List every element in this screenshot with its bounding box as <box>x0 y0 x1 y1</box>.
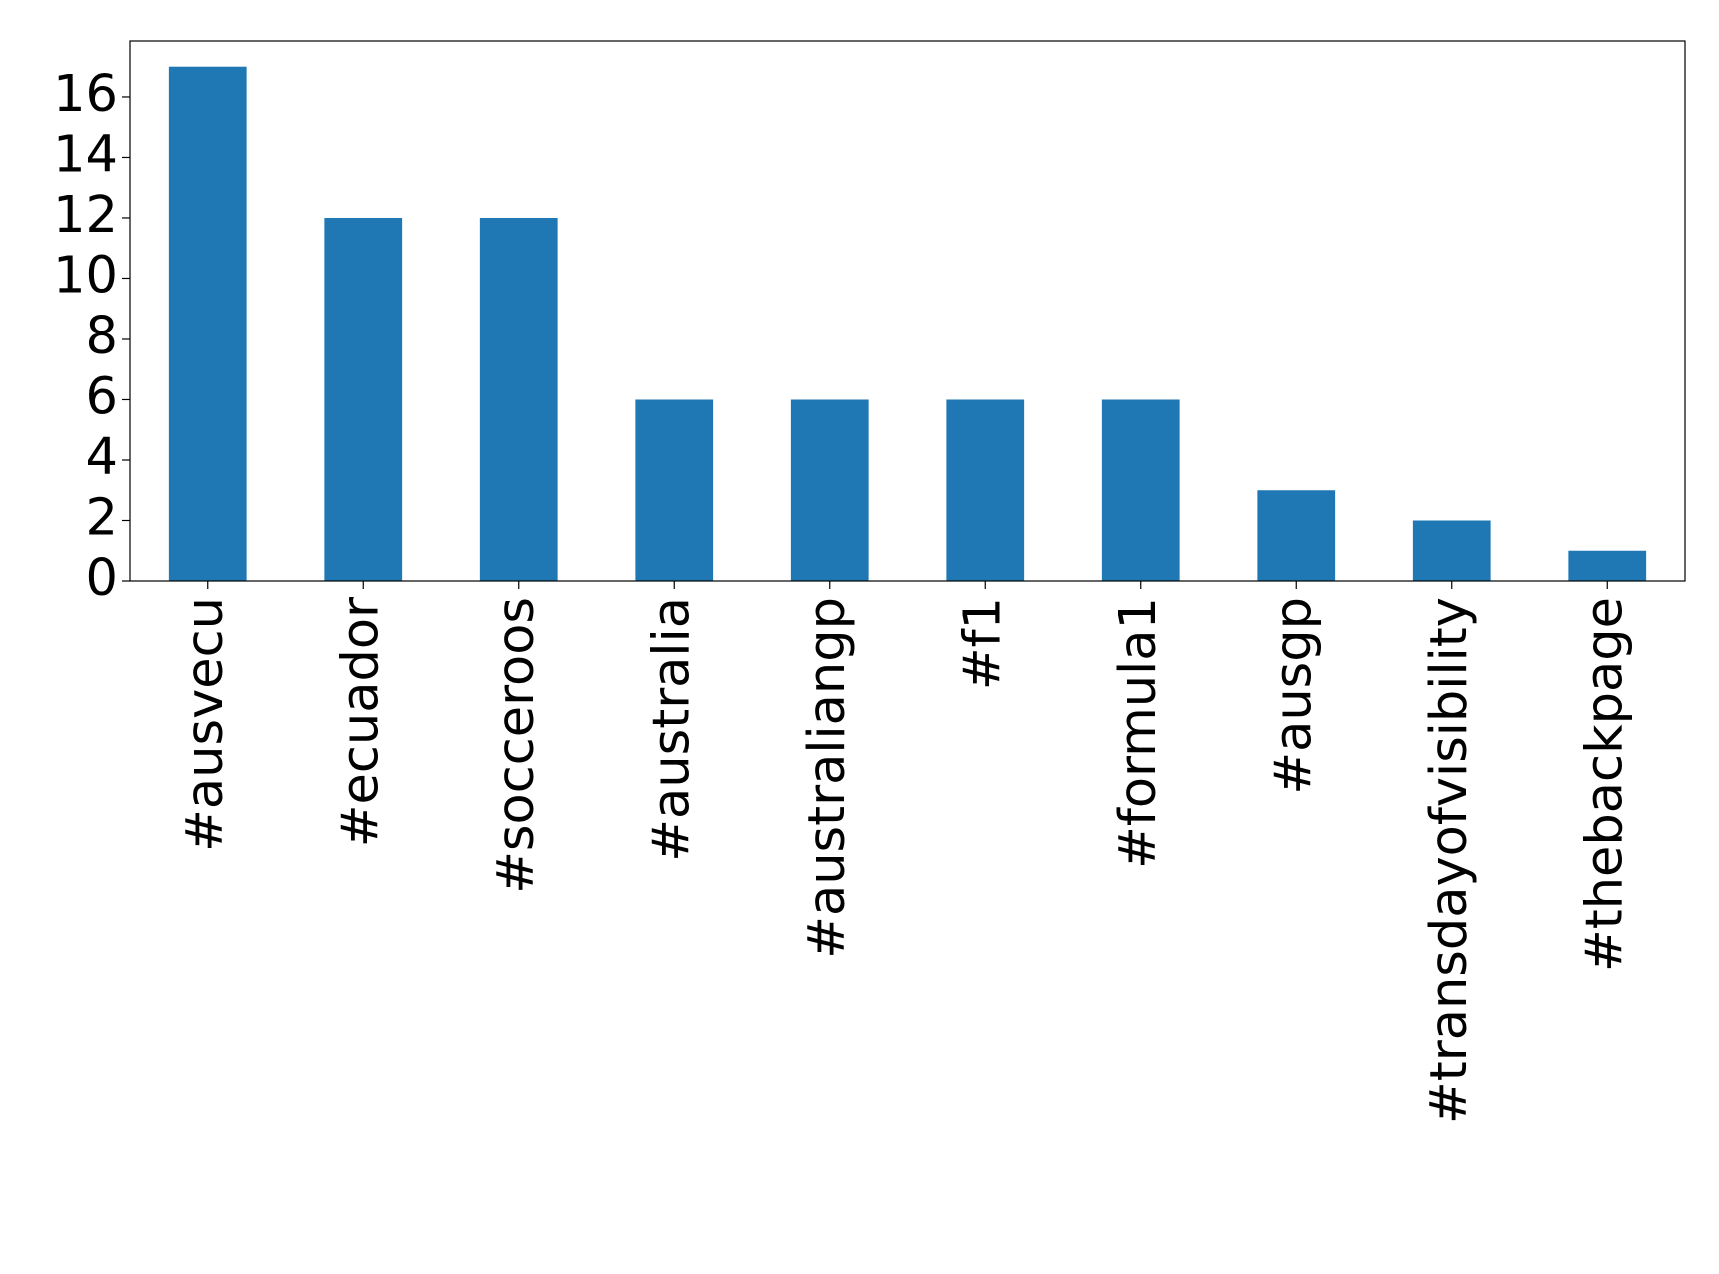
x-tick-label: #ausgp <box>1264 597 1323 795</box>
x-tick-label: #transdayofvisibility <box>1420 597 1479 1124</box>
y-tick-label: 16 <box>53 65 118 124</box>
x-tick-label: #f1 <box>953 597 1012 690</box>
y-tick-label: 14 <box>53 125 118 184</box>
bar <box>790 399 869 581</box>
x-tick-label: #ecuador <box>331 597 390 847</box>
x-tick-label: #australiangp <box>798 597 857 959</box>
y-tick-label: 0 <box>86 549 118 608</box>
x-tick-label: #socceroos <box>487 597 546 894</box>
bar <box>1101 399 1180 581</box>
bar <box>635 399 714 581</box>
y-tick-label: 10 <box>53 246 118 305</box>
plot-frame <box>129 40 1686 582</box>
bar <box>479 217 558 581</box>
x-tick-label: #ausvecu <box>176 597 235 852</box>
bar <box>1568 550 1647 581</box>
x-tick-label: #formula1 <box>1109 597 1168 869</box>
x-tick-label: #thebackpage <box>1575 597 1634 972</box>
bar <box>168 66 247 581</box>
y-tick-label: 4 <box>86 428 118 487</box>
y-tick-label: 2 <box>86 488 118 547</box>
bar <box>1412 520 1491 581</box>
x-tick-label: #australia <box>642 597 701 862</box>
bar <box>946 399 1025 581</box>
y-tick-label: 6 <box>86 367 118 426</box>
bar <box>324 217 403 581</box>
y-tick-label: 8 <box>86 307 118 366</box>
bar <box>1257 490 1336 581</box>
y-tick-label: 12 <box>53 186 118 245</box>
